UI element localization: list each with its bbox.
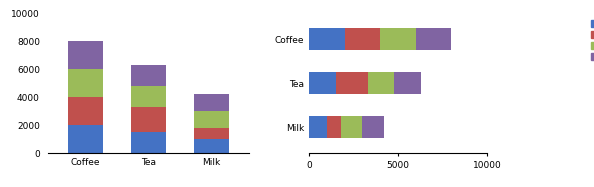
Bar bbox=[394, 72, 421, 94]
Bar bbox=[194, 94, 229, 111]
Bar bbox=[131, 86, 166, 107]
Bar bbox=[345, 28, 380, 50]
Bar bbox=[368, 72, 394, 94]
Bar bbox=[68, 69, 103, 97]
Bar bbox=[131, 107, 166, 132]
Bar bbox=[194, 111, 229, 128]
Legend: Q1 Actual, Q2 Actual, Q1 Budget, Q2 Budget: Q1 Actual, Q2 Actual, Q1 Budget, Q2 Budg… bbox=[589, 17, 594, 63]
Bar bbox=[68, 125, 103, 153]
Bar bbox=[341, 116, 362, 138]
Bar bbox=[309, 116, 327, 138]
Bar bbox=[194, 128, 229, 139]
Bar bbox=[68, 41, 103, 69]
Bar bbox=[380, 28, 416, 50]
Bar bbox=[309, 28, 345, 50]
Bar bbox=[68, 97, 103, 125]
Legend: Q2 Budget, Q1 Budget, Q2 Actual, Q1 Actual: Q2 Budget, Q1 Budget, Q2 Actual, Q1 Actu… bbox=[327, 17, 391, 63]
Bar bbox=[131, 65, 166, 86]
Bar bbox=[327, 116, 341, 138]
Bar bbox=[362, 116, 384, 138]
Bar bbox=[131, 132, 166, 153]
Bar bbox=[336, 72, 368, 94]
Bar bbox=[194, 139, 229, 153]
Bar bbox=[309, 72, 336, 94]
Bar bbox=[416, 28, 451, 50]
